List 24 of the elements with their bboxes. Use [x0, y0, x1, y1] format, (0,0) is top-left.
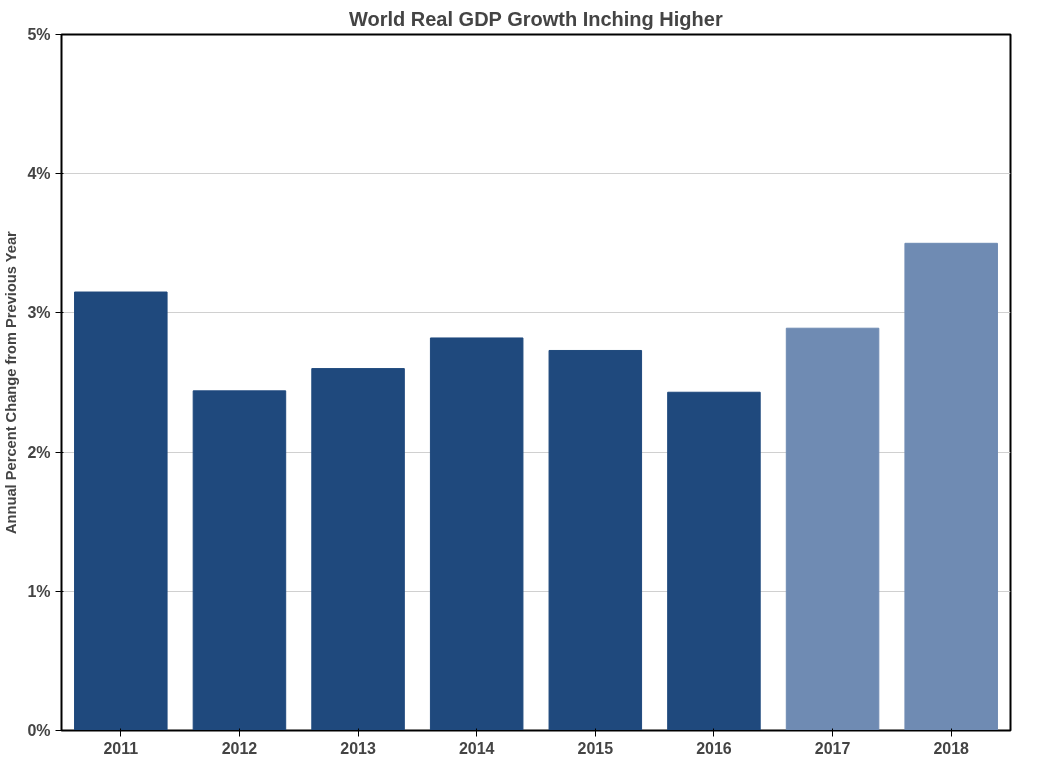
- y-tick-label: 1%: [27, 582, 51, 600]
- chart-title: World Real GDP Growth Inching Higher: [348, 7, 723, 30]
- bar: [74, 291, 168, 731]
- bar: [548, 349, 643, 731]
- bar: [904, 242, 998, 731]
- x-tick-label: 2014: [458, 739, 495, 757]
- y-axis-title: Annual Percent Change from Previous Year: [3, 230, 20, 534]
- bar: [429, 337, 524, 731]
- x-tick-label: 2018: [933, 739, 970, 757]
- x-tick-label: 2011: [103, 739, 139, 757]
- y-tick-label: 2%: [27, 443, 51, 461]
- y-tick-label: 3%: [27, 304, 51, 322]
- bar: [311, 368, 405, 731]
- bar: [785, 327, 880, 731]
- bar: [192, 390, 287, 731]
- x-tick-label: 2016: [696, 739, 732, 757]
- y-tick-label: 0%: [27, 722, 51, 739]
- y-tick-label: 5%: [27, 26, 51, 43]
- x-tick-label: 2017: [814, 739, 851, 757]
- x-tick-label: 2015: [577, 739, 614, 757]
- x-tick-label: 2013: [340, 739, 376, 757]
- y-tick-label: 4%: [27, 165, 51, 183]
- x-tick-label: 2012: [221, 739, 258, 757]
- bar: [667, 391, 761, 731]
